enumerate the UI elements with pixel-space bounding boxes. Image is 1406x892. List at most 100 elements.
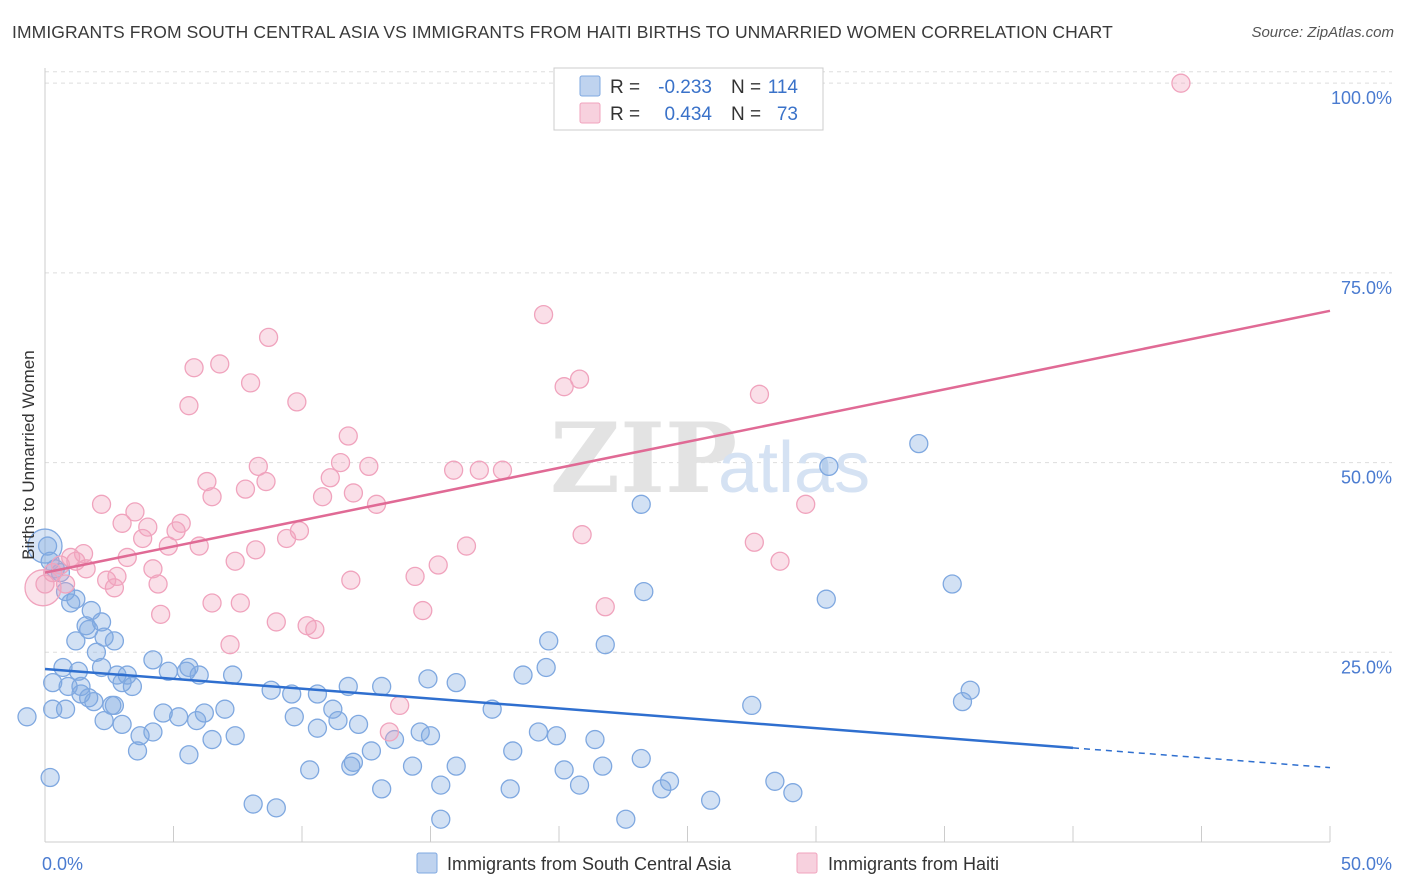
y-tick-labels: 25.0% 50.0% 75.0% 100.0% <box>1331 88 1392 677</box>
legend-n-value-0: 114 <box>768 77 799 98</box>
asia-point-58 <box>528 722 549 742</box>
haiti-point-17 <box>143 559 163 579</box>
asia-point-33 <box>513 665 533 685</box>
haiti-point-28 <box>202 593 222 613</box>
haiti-point-55 <box>405 566 425 587</box>
asia-point-60 <box>500 779 520 799</box>
haiti-trend-line <box>44 309 1331 574</box>
haiti-point-12 <box>112 513 132 533</box>
asia-point-53 <box>593 756 613 776</box>
haiti-point-53 <box>379 722 400 742</box>
asia-point-45 <box>742 695 762 716</box>
haiti-point-9 <box>97 570 117 590</box>
gridlines <box>45 71 1392 653</box>
bottom-legend-label-south-central-asia: Immigrants from South Central Asia <box>447 854 732 874</box>
haiti-point-41 <box>287 392 307 412</box>
legend-swatch-south-central-asia <box>579 75 601 97</box>
asia-point-49 <box>659 771 680 791</box>
asia-point-42 <box>942 574 962 594</box>
asia-point-100 <box>58 676 78 697</box>
haiti-point-65 <box>572 525 592 545</box>
asia-point-79 <box>266 798 286 818</box>
haiti-point-46 <box>320 468 340 488</box>
asia-point-78 <box>284 707 304 727</box>
haiti-point-58 <box>443 460 464 480</box>
asia-point-103 <box>43 672 63 693</box>
haiti-point-6 <box>73 543 94 564</box>
asia-point-94 <box>94 710 114 731</box>
asia-point-62 <box>446 756 466 776</box>
asia-trend-line-dashed <box>1072 747 1331 769</box>
asia-point-54 <box>585 729 605 750</box>
y-tick-label-3: 100.0% <box>1331 88 1392 108</box>
haiti-point-16 <box>138 517 158 537</box>
haiti-point-23 <box>179 396 199 416</box>
haiti-point-61 <box>492 460 513 480</box>
haiti-point-47 <box>330 452 351 473</box>
haiti-point-35 <box>246 540 266 560</box>
asia-point-51 <box>652 779 672 799</box>
haiti-point-45 <box>312 487 333 507</box>
haiti-point-38 <box>258 327 279 348</box>
haiti-point-10 <box>104 578 125 598</box>
asia-point-91 <box>127 741 148 761</box>
haiti-point-large <box>24 569 62 607</box>
asia-point-10 <box>79 619 99 640</box>
asia-point-72 <box>348 714 369 735</box>
asia-point-15 <box>86 642 107 662</box>
x-tick-label-1: 50.0% <box>1341 854 1392 874</box>
asia-point-40 <box>819 456 839 477</box>
asia-point-81 <box>225 726 245 746</box>
asia-point-36 <box>595 635 615 655</box>
haiti-point-62 <box>533 304 554 325</box>
asia-point-46 <box>765 771 785 791</box>
asia-point-98 <box>79 688 99 708</box>
asia-point-41 <box>909 433 929 454</box>
series-south-central-asia-points <box>17 433 980 829</box>
chart-title: IMMIGRANTS FROM SOUTH CENTRAL ASIA VS IM… <box>12 22 1113 42</box>
asia-point-107 <box>17 707 37 727</box>
x-tick-marks <box>44 826 1331 842</box>
asia-point-77 <box>300 760 320 780</box>
series-legend: Immigrants from South Central Asia Immig… <box>416 852 999 874</box>
asia-point-64 <box>431 809 451 829</box>
asia-point-69 <box>372 779 392 799</box>
haiti-point-31 <box>225 551 245 571</box>
asia-point-104 <box>53 657 73 678</box>
haiti-point-32 <box>230 593 250 613</box>
y-tick-label-2: 75.0% <box>1341 278 1392 298</box>
haiti-point-11 <box>107 566 127 587</box>
asia-point-92 <box>112 714 132 735</box>
asia-point-31 <box>418 669 438 689</box>
asia-point-26 <box>261 680 281 700</box>
asia-point-86 <box>179 745 199 765</box>
asia-point-75 <box>323 699 343 719</box>
asia-point-13 <box>104 631 125 651</box>
source-label: Source: ZipAtlas.com <box>1251 24 1394 41</box>
asia-point-18 <box>122 676 143 697</box>
y-axis-label: Births to Unmarried Women <box>19 350 38 559</box>
y-tick-label-1: 50.0% <box>1341 468 1392 488</box>
asia-point-32 <box>446 672 466 693</box>
asia-point-21 <box>143 650 163 670</box>
asia-point-74 <box>328 710 348 731</box>
asia-point-27 <box>282 684 302 704</box>
asia-point-59 <box>503 741 523 761</box>
haiti-point-8 <box>91 494 112 514</box>
asia-point-76 <box>307 718 328 738</box>
asia-point-44 <box>952 691 973 712</box>
asia-point-28 <box>307 684 328 704</box>
haiti-point-49 <box>341 570 361 590</box>
haiti-point-67 <box>744 532 764 552</box>
asia-point-38 <box>631 494 651 514</box>
haiti-point-69 <box>770 551 790 571</box>
asia-point-66 <box>410 722 430 742</box>
asia-point-84 <box>194 703 214 723</box>
haiti-point-54 <box>390 695 410 716</box>
haiti-point-44 <box>305 619 325 640</box>
asia-point-39 <box>816 589 836 609</box>
asia-point-0 <box>37 536 58 556</box>
asia-point-90 <box>130 726 150 746</box>
haiti-point-19 <box>150 604 171 625</box>
